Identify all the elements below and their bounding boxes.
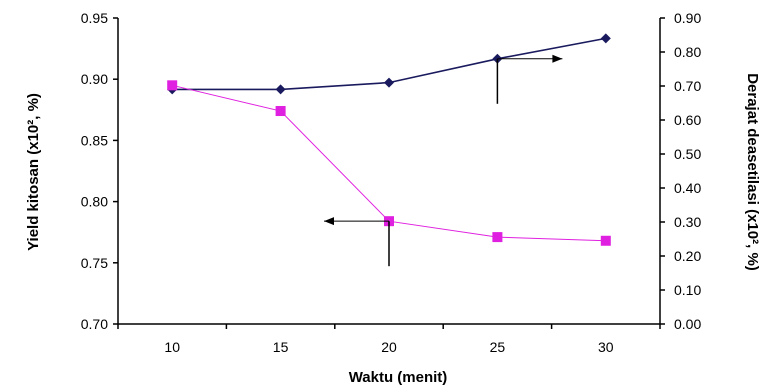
annotations	[324, 54, 563, 267]
y-right-tick-label: 0.60	[674, 112, 701, 128]
y-left-tick-label: 0.70	[81, 316, 108, 332]
x-tick-label: 15	[273, 339, 289, 355]
series-1-point	[384, 77, 394, 88]
y-left-tick-label: 0.80	[81, 194, 108, 210]
y-left-tick-label: 0.90	[81, 71, 108, 87]
y-right-tick-label: 0.50	[674, 146, 701, 162]
x-tick-label: 10	[164, 339, 180, 355]
y-right-tick-label: 0.80	[674, 44, 701, 60]
y-right-tick-label: 0.30	[674, 214, 701, 230]
x-tick-label: 30	[598, 339, 614, 355]
y-left-tick-label: 0.85	[81, 132, 108, 148]
y-axis-left-title: Yield kitosan (x10², %)	[25, 93, 42, 251]
y-axis-right-title: Derajat deasetilasi (x10², %)	[744, 73, 761, 271]
series-2-point	[167, 80, 178, 91]
y-right-tick-label: 0.40	[674, 180, 701, 196]
y-right-tick-label: 0.20	[674, 248, 701, 264]
ticks: 0.70 0.75 0.80 0.85 0.90 0.95 0.00 0.10 0.20 0.30…	[81, 10, 702, 355]
series	[167, 33, 611, 246]
x-tick-label: 25	[490, 339, 506, 355]
series-1-point	[600, 33, 611, 44]
x-tick-label: 20	[381, 339, 397, 355]
y-left-tick-label: 0.75	[81, 255, 108, 271]
y-right-tick-label: 0.70	[674, 78, 701, 94]
annotation-2-arrowhead	[552, 54, 563, 63]
y-right-tick-label: 0.00	[674, 316, 701, 332]
series-2-point	[275, 106, 286, 117]
series-2-point	[492, 232, 503, 243]
series-1-point	[275, 84, 286, 95]
y-right-tick-label: 0.90	[674, 10, 701, 26]
series-2-point	[600, 235, 611, 246]
axes	[117, 18, 661, 325]
y-left-tick-label: 0.95	[81, 10, 108, 26]
annotation-1-arrowhead	[324, 217, 334, 226]
x-axis-title: Waktu (menit)	[349, 369, 448, 385]
y-right-tick-label: 0.10	[674, 282, 701, 298]
